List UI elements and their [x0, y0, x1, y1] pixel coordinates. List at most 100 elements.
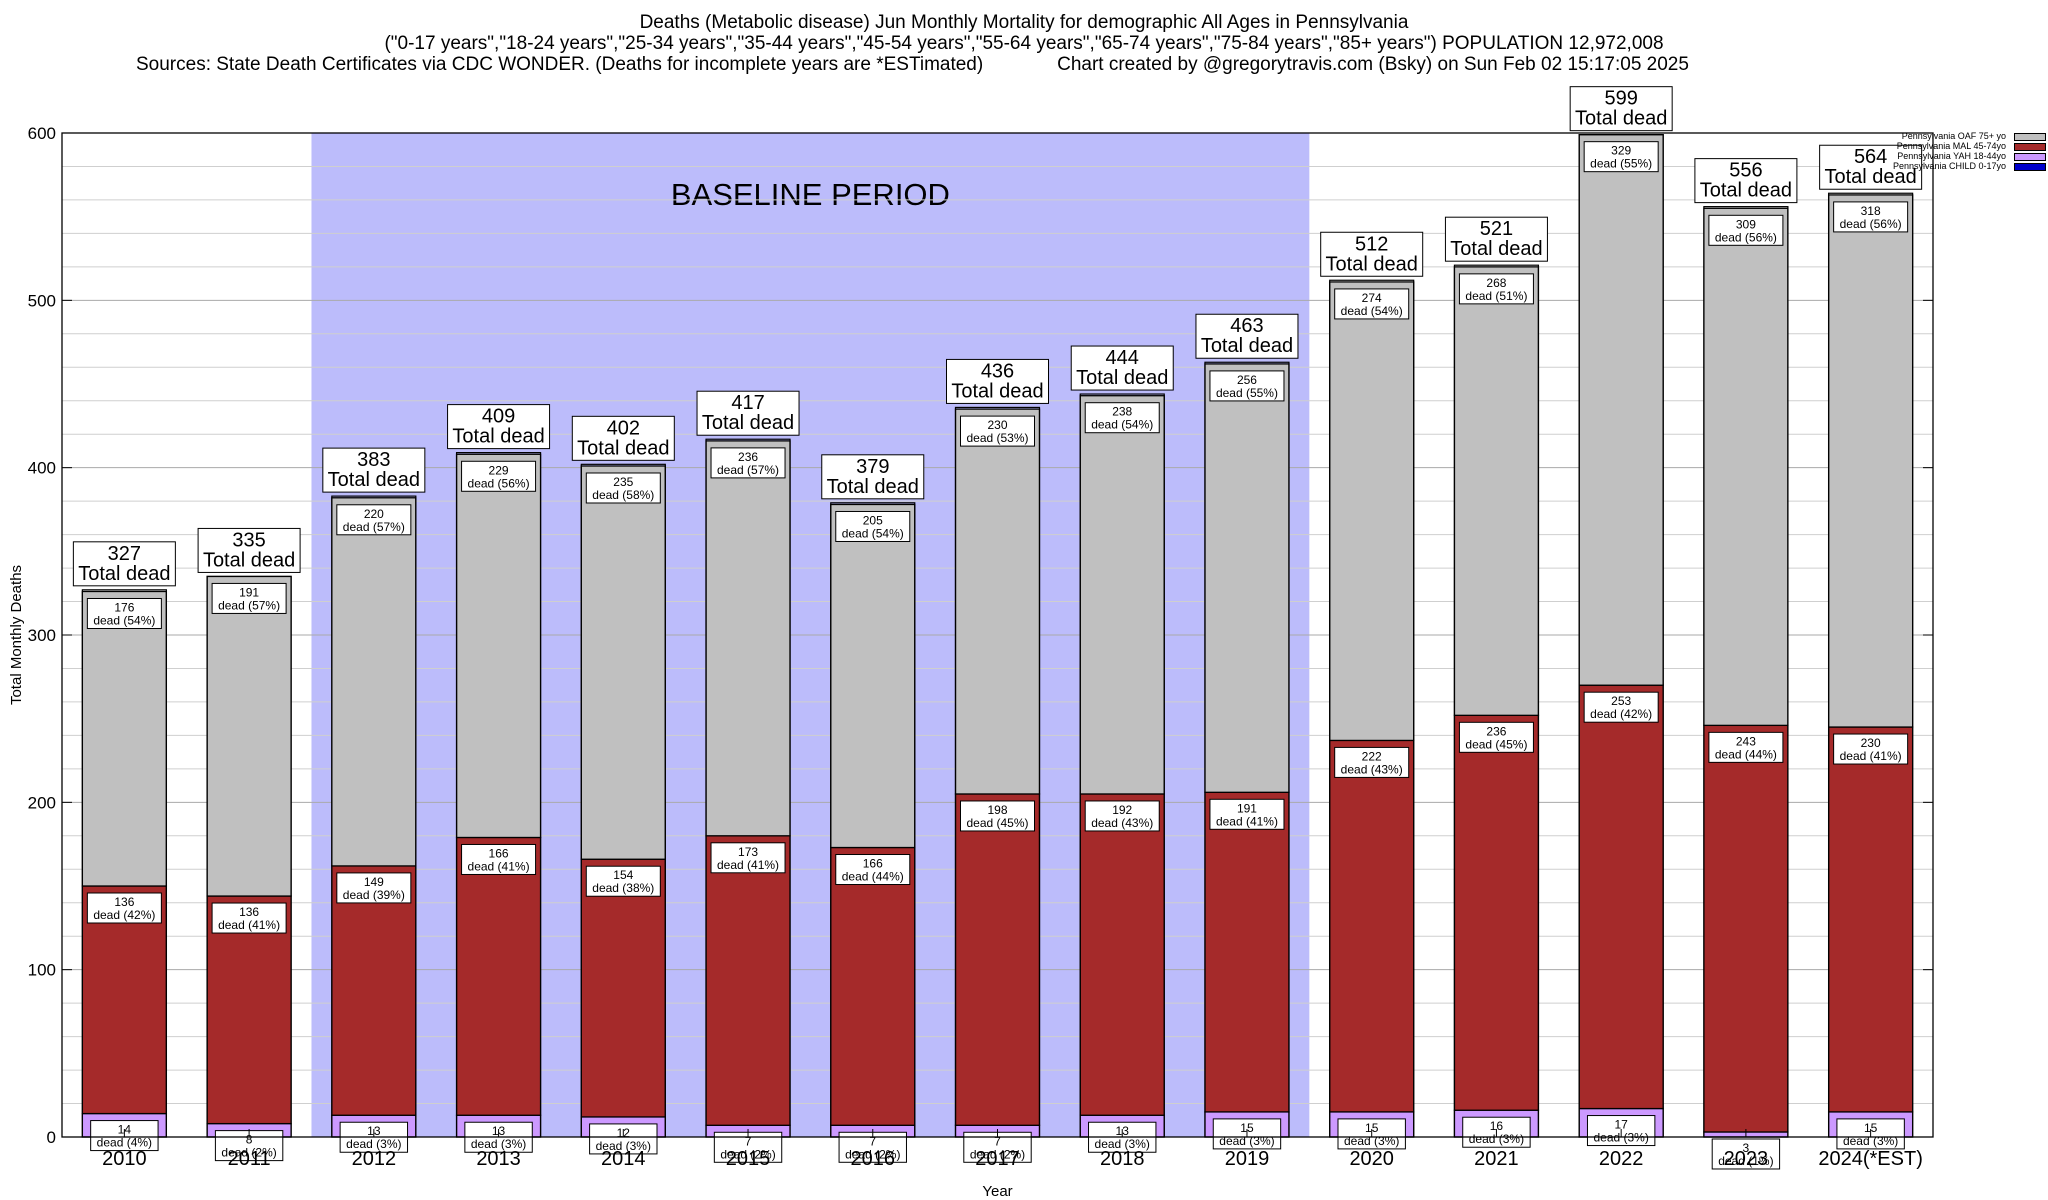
bar-3-2023 [1703, 207, 1789, 727]
seg-label-2-2019-box [1209, 798, 1285, 830]
total-suffix-2020: Total dead [1326, 253, 1418, 275]
seg-label-3-2017-line-1: dead (53%) [966, 431, 1028, 445]
chart-subtitle: ("0-17 years","18-24 years","25-34 years… [384, 33, 1664, 54]
total-suffix-2010: Total dead [78, 563, 170, 585]
seg-label-1-2017-line-0: 7 [994, 1134, 1001, 1148]
total-label-box-2018 [1070, 345, 1174, 391]
seg-label-2-2011-box [211, 902, 287, 934]
seg-label-3-2019-box [1209, 370, 1285, 402]
seg-label-3-2018-box [1084, 402, 1160, 434]
seg-label-2-2013-box [461, 843, 537, 875]
seg-label-2-2023-line-1: dead (44%) [1715, 747, 1777, 761]
bar-2-2021 [1453, 714, 1540, 1111]
total-value-2016: 379 [856, 456, 889, 478]
total-value-2015: 417 [731, 392, 764, 414]
bar-2-2015 [705, 835, 791, 1126]
seg-label-3-2018-line-1: dead (54%) [1091, 418, 1153, 432]
bar-2-2016 [830, 846, 916, 1126]
x-axis-label: Year [982, 1183, 1012, 1200]
seg-label-2-2016-line-0: 166 [863, 857, 883, 871]
seg-label-3-2022-line-1: dead (55%) [1590, 157, 1652, 171]
legend-label-yah: Pennsylvania YAH 18-44yo [1897, 151, 2006, 161]
seg-label-3-2020-line-0: 274 [1362, 291, 1382, 305]
seg-label-2-2014-line-0: 154 [613, 868, 633, 882]
total-label-box-2015 [696, 390, 800, 436]
x-tick-label-2022: 2022 [1599, 1148, 1644, 1170]
total-label-box-2024(*EST) [1819, 144, 1923, 190]
seg-label-1-2013-line-1: dead (3%) [471, 1137, 526, 1151]
total-suffix-2023: Total dead [1700, 180, 1792, 202]
total-suffix-2022: Total dead [1575, 108, 1667, 130]
total-value-2014: 402 [607, 417, 640, 439]
seg-label-2-2010-line-1: dead (42%) [93, 908, 155, 922]
seg-label-3-2017-line-0: 230 [987, 418, 1007, 432]
seg-label-3-2010-line-1: dead (54%) [93, 613, 155, 627]
seg-label-3-2020-line-1: dead (54%) [1341, 304, 1403, 318]
seg-label-1-2023-line-1: dead (1%) [1718, 1154, 1773, 1168]
total-suffix-2018: Total dead [1076, 367, 1168, 389]
seg-label-3-2018-line-0: 238 [1112, 405, 1132, 419]
seg-label-3-2024(*EST)-line-0: 318 [1861, 204, 1881, 218]
seg-label-3-2014-box [585, 472, 661, 504]
seg-label-2-2016-line-1: dead (44%) [842, 870, 904, 884]
seg-label-2-2024(*EST)-box [1833, 733, 1909, 765]
seg-label-3-2019-line-1: dead (55%) [1216, 386, 1278, 400]
seg-label-3-2024(*EST)-box [1833, 201, 1909, 233]
legend-swatch-oaf [2014, 133, 2046, 141]
seg-label-1-2023-line-0: 3 [1743, 1141, 1750, 1155]
seg-label-1-2010-box [90, 1120, 159, 1152]
seg-label-3-2013-line-1: dead (56%) [468, 476, 530, 490]
seg-label-3-2017-box [960, 415, 1035, 447]
seg-label-1-2022-line-0: 17 [1614, 1118, 1628, 1132]
seg-label-2-2019-line-0: 191 [1237, 801, 1257, 815]
seg-label-2-2022-line-1: dead (42%) [1590, 707, 1652, 721]
y-tick-label-300: 300 [28, 626, 56, 645]
bar-3-2019 [1204, 363, 1290, 793]
seg-label-3-2012-box [336, 504, 412, 536]
seg-label-2-2017-line-0: 198 [987, 803, 1007, 817]
bar-3-2020 [1329, 281, 1415, 742]
total-value-2021: 521 [1480, 218, 1513, 240]
legend-item-oaf: Pennsylvania OAF 75+ yo [1836, 131, 2046, 141]
seg-label-2-2010-line-0: 136 [114, 895, 134, 909]
seg-label-1-2020-line-0: 15 [1365, 1121, 1379, 1135]
seg-label-2-2014-line-1: dead (38%) [592, 881, 654, 895]
seg-label-1-2021-line-0: 16 [1490, 1119, 1504, 1133]
bar-3-2018 [1079, 395, 1165, 795]
total-value-2011: 335 [232, 529, 265, 551]
x-tick-label-2023: 2023 [1724, 1148, 1769, 1170]
seg-label-2-2023-box [1708, 731, 1784, 763]
seg-label-2-2013-line-0: 166 [489, 846, 509, 860]
bar-3-2021 [1453, 266, 1540, 716]
total-label-box-2017 [946, 358, 1049, 404]
seg-label-3-2014-line-0: 235 [613, 475, 633, 489]
seg-label-2-2022-line-0: 253 [1611, 694, 1631, 708]
seg-label-3-2021-line-0: 268 [1486, 276, 1506, 290]
seg-label-2-2024(*EST)-line-0: 230 [1861, 736, 1881, 750]
seg-label-3-2016-line-0: 205 [863, 513, 883, 527]
seg-label-2-2014-box [585, 865, 661, 897]
seg-label-2-2024(*EST)-line-1: dead (41%) [1840, 749, 1902, 763]
total-label-box-2019 [1195, 313, 1299, 359]
bar-2-2017 [954, 793, 1041, 1126]
seg-label-1-2012-line-1: dead (3%) [346, 1137, 401, 1151]
seg-label-2-2010-box [86, 892, 162, 924]
seg-label-3-2015-line-0: 236 [738, 450, 758, 464]
x-tick-label-2021: 2021 [1474, 1148, 1519, 1170]
seg-label-2-2012-box [336, 872, 412, 904]
total-label-box-2016 [821, 454, 925, 500]
total-label-box-2012 [322, 447, 426, 493]
seg-label-3-2021-line-1: dead (51%) [1465, 289, 1527, 303]
x-tick-label-2024(*EST): 2024(*EST) [1818, 1148, 1923, 1170]
seg-label-3-2011-line-1: dead (57%) [218, 598, 280, 612]
chart-credit: Chart created by @gregorytravis.com (Bsk… [1057, 54, 1689, 75]
seg-label-2-2011-line-0: 136 [239, 905, 259, 919]
seg-label-2-2011-line-1: dead (41%) [218, 918, 280, 932]
total-label-box-2014 [571, 415, 675, 461]
seg-label-3-2022-box [1583, 141, 1659, 173]
chart-header: Deaths (Metabolic disease) Jun Monthly M… [0, 12, 2048, 75]
legend-label-child: Pennsylvania CHILD 0-17yo [1892, 161, 2006, 171]
total-suffix-2015: Total dead [702, 412, 794, 434]
total-label-box-2023 [1694, 158, 1798, 204]
